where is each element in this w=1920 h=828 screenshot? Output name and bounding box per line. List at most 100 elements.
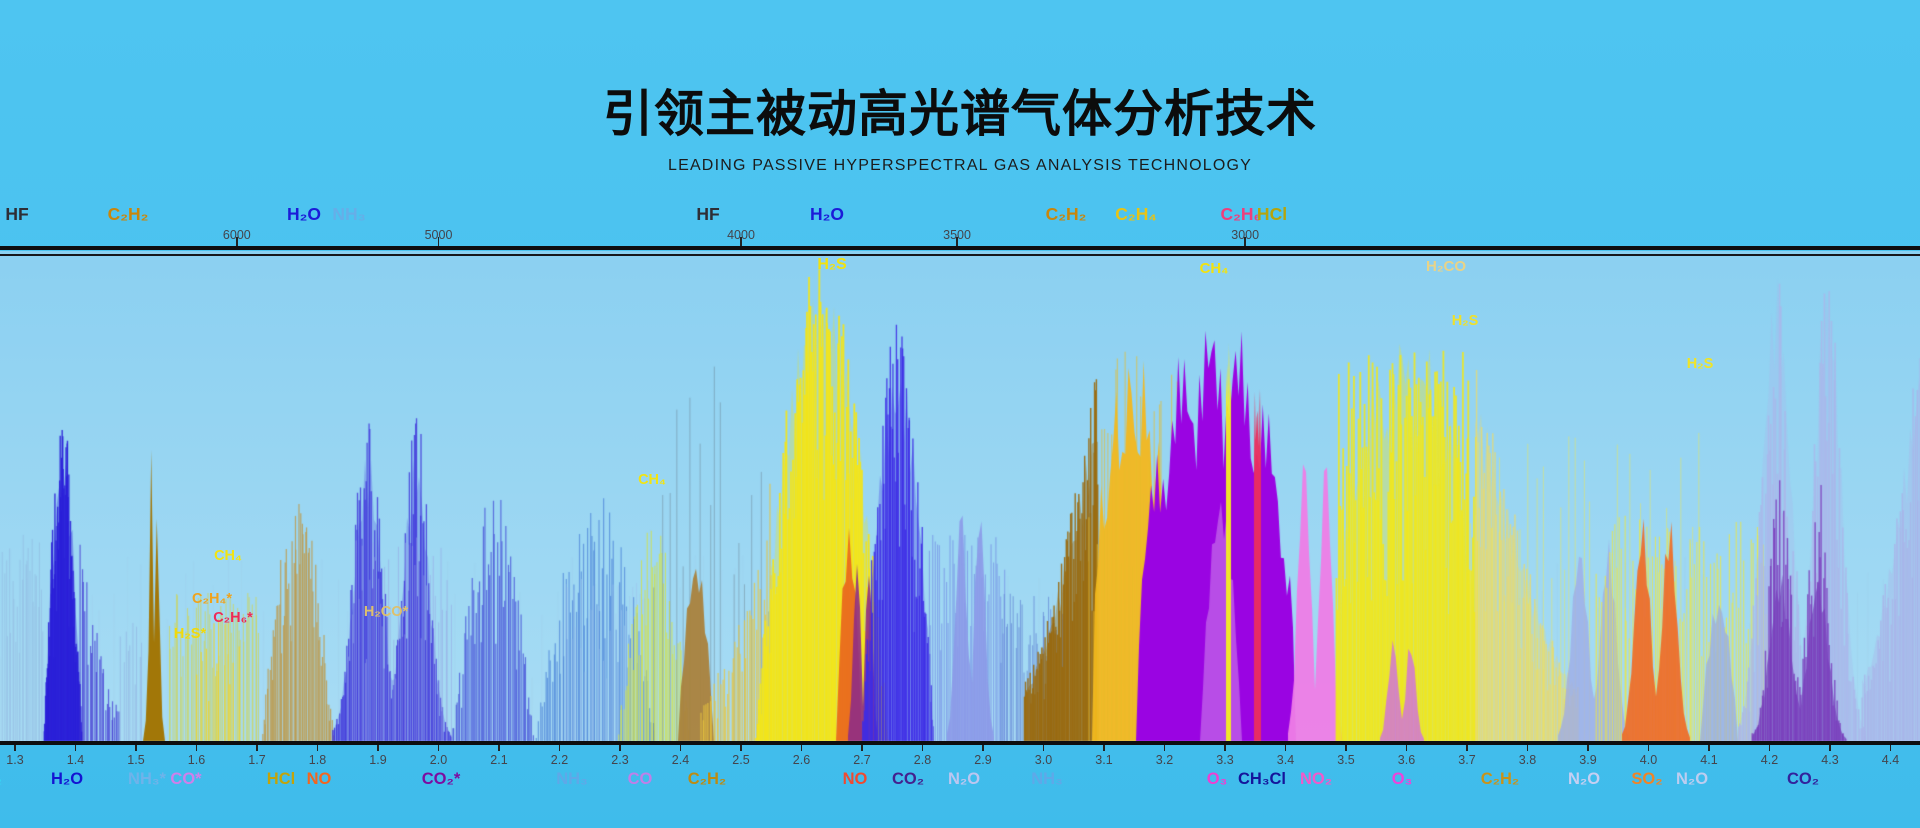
top-axis-tick: [956, 237, 958, 246]
wavelength-tick-label: 1.6: [187, 753, 206, 767]
gas-label-plot: H₂CO: [1426, 258, 1466, 275]
bottom-axis-tick: [982, 745, 984, 751]
wavelength-tick-label: 2.3: [611, 753, 629, 767]
wavelength-tick-label: 3.2: [1155, 753, 1174, 767]
gas-label-bottom: SO₂: [1631, 770, 1663, 788]
gas-label-plot: H₂S: [817, 256, 847, 273]
wavelength-tick-label: 1.3: [6, 753, 24, 767]
wavelength-tick-label: 4.4: [1881, 753, 1900, 767]
gas-label-plot: H₂S: [1451, 313, 1479, 329]
gas-label-plot: CH₄: [638, 472, 666, 488]
wavelength-tick-label: 2.4: [671, 753, 690, 767]
bottom-axis-line: [0, 741, 1920, 745]
wavelength-tick-label: 2.0: [429, 753, 448, 767]
bottom-axis-tick: [1163, 745, 1166, 751]
bottom-axis-tick: [619, 745, 621, 751]
gas-label-bottom: NO: [306, 770, 332, 788]
gas-label-bottom: N₂O: [1567, 770, 1601, 788]
gas-label-top: HCl: [1256, 204, 1288, 224]
wavelength-tick-label: 2.6: [792, 753, 811, 767]
bottom-axis-tick: [1042, 745, 1045, 751]
gas-label-top: H₂O: [809, 204, 845, 224]
wavenumber-tick-label: 6000: [222, 228, 251, 242]
bottom-axis-tick: [498, 745, 500, 751]
gas-label-top: C₂H₆: [1220, 204, 1262, 224]
bottom-axis-tick: [1708, 745, 1710, 751]
bottom-axis-tick: [1768, 745, 1771, 751]
wavelength-tick-label: 4.0: [1639, 753, 1658, 767]
gas-label-bottom: NH₃*: [128, 770, 166, 788]
gas-label-bottom: N₂O: [947, 770, 981, 788]
bottom-axis-tick: [1526, 745, 1529, 751]
wavelength-tick-label: 3.7: [1458, 753, 1476, 767]
bottom-axis-tick: [256, 745, 258, 751]
wavelength-tick-label: 2.5: [732, 753, 750, 767]
bottom-axis-tick: [1224, 745, 1226, 751]
wavelength-tick-label: 4.1: [1700, 753, 1718, 767]
wavenumber-tick-label: 5000: [424, 228, 453, 242]
wavelength-tick-label: 3.8: [1518, 753, 1537, 767]
gas-label-top: H₂O: [286, 204, 322, 224]
bottom-axis-tick: [679, 745, 682, 751]
wavelength-tick-label: 1.5: [127, 753, 145, 767]
bottom-axis-tick: [1405, 745, 1408, 751]
top-axis-line-secondary: [0, 254, 1920, 256]
bottom-axis-tick: [800, 745, 803, 751]
gas-label-bottom: CO: [627, 770, 653, 788]
bottom-axis-tick: [14, 745, 16, 751]
top-axis-tick: [437, 237, 440, 246]
gas-label-plot: H₂S: [1686, 356, 1714, 372]
top-axis-tick: [236, 237, 238, 246]
bottom-axis-tick: [135, 745, 137, 751]
wavelength-tick-label: 2.2: [550, 753, 569, 767]
bottom-axis-tick: [740, 745, 742, 751]
wavelength-tick-label: 3.3: [1216, 753, 1234, 767]
bottom-axis-tick: [377, 745, 379, 751]
bottom-axis-tick: [1889, 745, 1892, 751]
wavelength-tick-label: 3.5: [1337, 753, 1355, 767]
gas-label-plot: C₂H₄*: [192, 591, 232, 607]
gas-label-plot: H₂S*: [173, 626, 207, 642]
gas-label-plot: H₂CO*: [363, 604, 409, 620]
gas-label-bottom: O₃: [1391, 770, 1413, 788]
bottom-axis-tick: [558, 745, 561, 751]
gas-label-bottom: H₂O: [50, 770, 84, 788]
wavelength-tick-label: 4.3: [1821, 753, 1839, 767]
gas-label-bottom: CO*: [170, 770, 202, 788]
gas-label-plot: C₂H₆*: [213, 610, 253, 626]
bottom-axis-tick: [195, 745, 198, 751]
wavelength-tick-label: 2.1: [490, 753, 508, 767]
wavelength-tick-label: 2.8: [913, 753, 932, 767]
gas-label-top: C₂H₂: [1045, 204, 1087, 224]
wavelength-tick-label: 1.8: [308, 753, 327, 767]
bottom-axis-tick: [921, 745, 924, 751]
gas-label-top: HF: [5, 204, 29, 224]
gas-label-bottom: N₂O: [1675, 770, 1709, 788]
gas-label-bottom: O₂: [0, 770, 2, 789]
bottom-axis-tick: [1647, 745, 1650, 751]
bottom-axis-tick: [861, 745, 863, 751]
wavelength-tick-label: 3.9: [1579, 753, 1597, 767]
wavelength-tick-label: 1.7: [248, 753, 266, 767]
wavenumber-tick-label: 3500: [943, 228, 971, 242]
bottom-axis-tick: [1829, 745, 1831, 751]
bottom-axis-tick: [1466, 745, 1468, 751]
gas-label-bottom: HCl: [266, 770, 296, 788]
wavelength-tick-label: 3.0: [1034, 753, 1053, 767]
gas-label-bottom: NH₃: [1031, 770, 1063, 788]
gas-label-bottom: CO₂: [891, 770, 925, 788]
wavelength-tick-label: 2.7: [853, 753, 871, 767]
bottom-axis-tick: [1284, 745, 1287, 751]
gas-label-top: C₂H₄: [1115, 204, 1157, 224]
gas-label-bottom: NH₃: [556, 770, 588, 788]
gas-label-top: C₂H₂: [107, 204, 149, 224]
gas-label-bottom: CO₂: [1786, 770, 1820, 788]
wavenumber-tick-label: 4000: [727, 228, 755, 242]
wavelength-tick-label: 4.2: [1760, 753, 1779, 767]
gas-label-top: NH₃: [332, 204, 366, 224]
gas-label-bottom: CH₃Cl: [1238, 770, 1286, 788]
gas-label-bottom: O₃: [1206, 770, 1228, 788]
